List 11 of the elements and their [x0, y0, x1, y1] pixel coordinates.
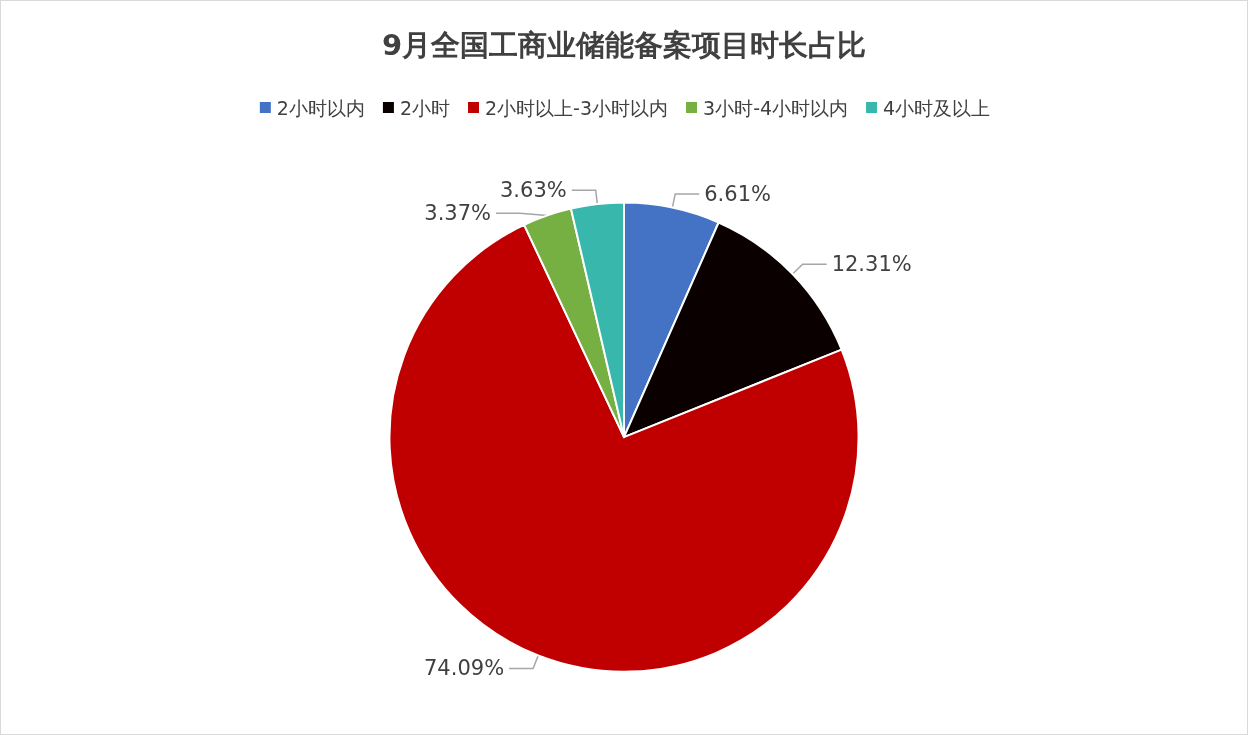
legend-label: 3小时-4小时以内 [703, 96, 849, 119]
legend-label: 2小时以上-3小时以内 [485, 96, 669, 119]
chart-title: 9月全国工商业储能备案项目时长占比 [381, 27, 867, 62]
data-label: 3.63% [500, 178, 567, 203]
data-label: 74.09% [424, 656, 505, 681]
data-label: 12.31% [831, 252, 912, 277]
legend-label: 2小时 [399, 96, 451, 119]
data-label: 3.37% [424, 201, 491, 226]
legend-label: 4小时及以上 [883, 96, 991, 119]
legend-label: 2小时以内 [276, 96, 365, 119]
data-label: 6.61% [704, 181, 771, 206]
